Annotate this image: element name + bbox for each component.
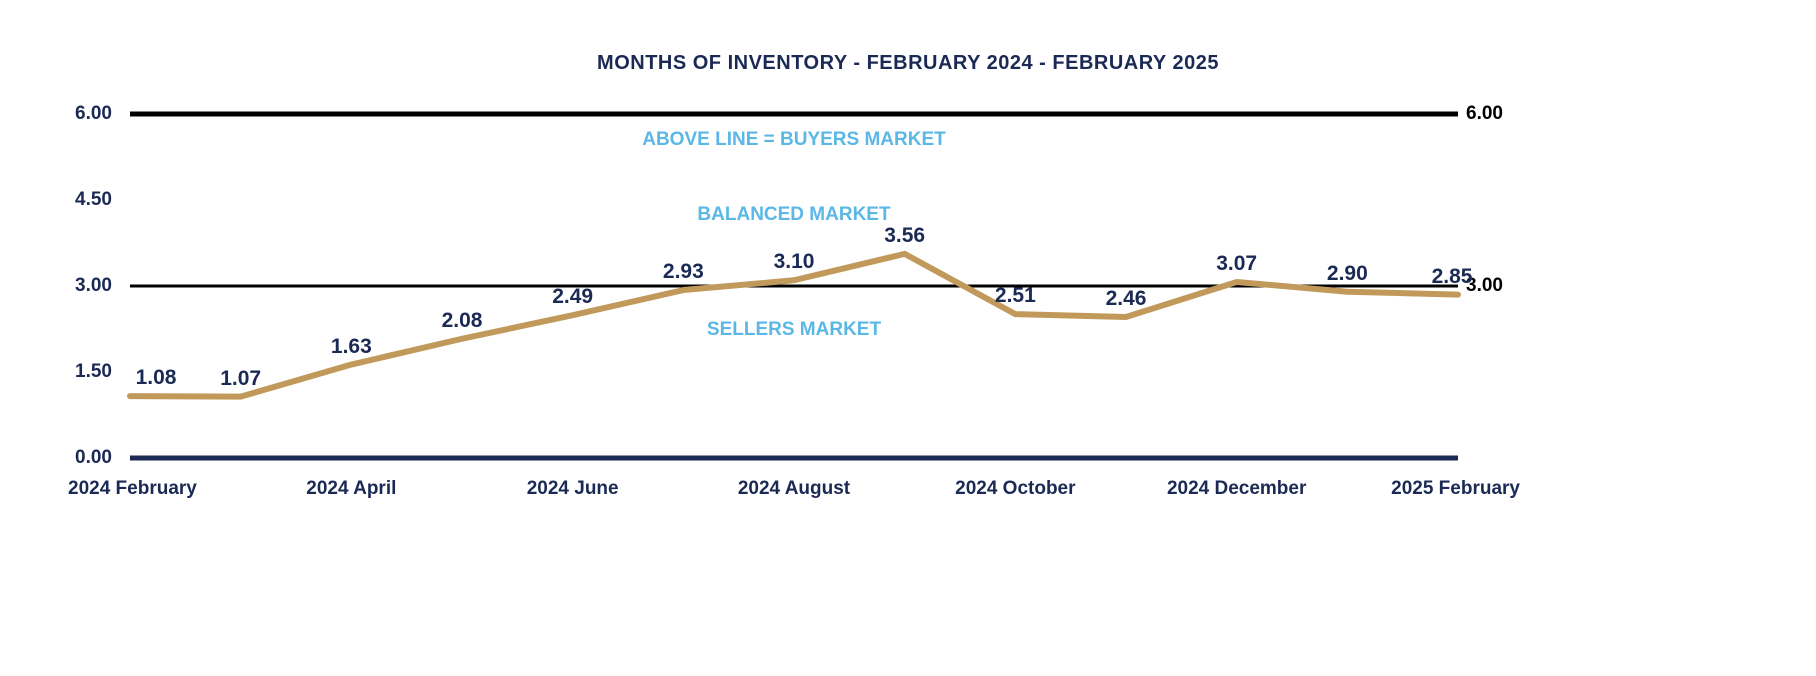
data-point-label: 2.46 bbox=[1106, 287, 1147, 311]
data-point-label: 1.07 bbox=[220, 367, 261, 391]
chart-annotation: BALANCED MARKET bbox=[697, 204, 890, 226]
chart-annotation: SELLERS MARKET bbox=[707, 319, 881, 341]
chart-plot-area bbox=[0, 0, 1816, 676]
y-tick-label: 4.50 bbox=[75, 189, 112, 211]
data-point-label: 1.63 bbox=[331, 335, 372, 359]
data-point-label: 2.08 bbox=[442, 309, 483, 333]
y-tick-label: 0.00 bbox=[75, 447, 112, 469]
x-tick-label: 2024 December bbox=[1167, 478, 1306, 500]
chart-annotation: ABOVE LINE = BUYERS MARKET bbox=[642, 129, 946, 151]
y-tick-label-right: 6.00 bbox=[1466, 103, 1503, 125]
x-tick-label: 2024 August bbox=[738, 478, 850, 500]
data-point-label: 2.93 bbox=[663, 260, 704, 284]
x-tick-label: 2025 February bbox=[1391, 478, 1520, 500]
data-point-label: 1.08 bbox=[136, 366, 177, 390]
data-point-label: 3.56 bbox=[884, 224, 925, 248]
y-tick-label: 1.50 bbox=[75, 361, 112, 383]
y-tick-label: 3.00 bbox=[75, 275, 112, 297]
x-tick-label: 2024 February bbox=[68, 478, 197, 500]
y-tick-label: 6.00 bbox=[75, 103, 112, 125]
data-point-label: 3.07 bbox=[1216, 252, 1257, 276]
data-point-label: 2.90 bbox=[1327, 262, 1368, 286]
x-tick-label: 2024 June bbox=[527, 478, 619, 500]
data-point-label: 2.51 bbox=[995, 284, 1036, 308]
x-tick-label: 2024 April bbox=[306, 478, 396, 500]
inventory-chart: MONTHS OF INVENTORY - FEBRUARY 2024 - FE… bbox=[0, 0, 1816, 676]
x-tick-label: 2024 October bbox=[955, 478, 1075, 500]
data-point-label: 2.49 bbox=[552, 285, 593, 309]
data-point-label: 2.85 bbox=[1432, 265, 1473, 289]
data-point-label: 3.10 bbox=[774, 250, 815, 274]
